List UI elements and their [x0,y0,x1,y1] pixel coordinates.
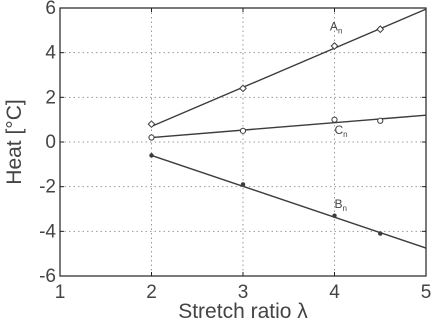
data-point-an [376,25,385,34]
series-label-bn: Bn [335,197,347,213]
fit-lines [151,8,427,249]
y-tick-label: 4 [45,43,56,64]
y-tick-label: 6 [45,0,56,19]
data-point-cn [148,134,155,141]
data-point-cn [377,117,384,124]
axis-text: 1 2 3 4 5 -6 -4 -2 0 2 4 6 Stretch ratio λ Heat [°C] A… [3,0,431,323]
data-point-an [330,42,339,50]
x-tick-label: 2 [146,282,157,303]
x-tick-label: 3 [238,282,249,303]
data-points [147,25,385,236]
data-point-an [147,120,156,129]
series-label-cn: Cn [335,123,348,139]
data-point-cn [239,127,247,134]
x-tick-label: 4 [329,282,340,303]
y-tick-label: 0 [45,132,56,153]
data-point-bn [332,213,337,218]
fit-line-cn [151,114,427,139]
y-tick-label: 2 [45,87,56,108]
x-tick-label: 5 [421,282,432,303]
x-tick-label: 1 [55,282,66,303]
data-point-bn [378,231,383,236]
grid [60,8,426,276]
tick-marks [59,7,427,277]
y-tick-label: -2 [39,177,56,198]
data-point-bn [240,182,246,187]
series-label-an: An [330,19,342,35]
y-axis-label: Heat [°C] [3,99,26,184]
data-point-an [239,84,247,93]
y-tick-label: -6 [39,266,56,287]
data-point-cn [331,116,338,123]
data-point-bn [149,153,154,158]
x-axis-label: Stretch ratio λ [178,300,308,323]
fit-line-an [151,8,427,128]
y-tick-label: -4 [39,221,56,242]
fit-line-bn [151,154,427,249]
